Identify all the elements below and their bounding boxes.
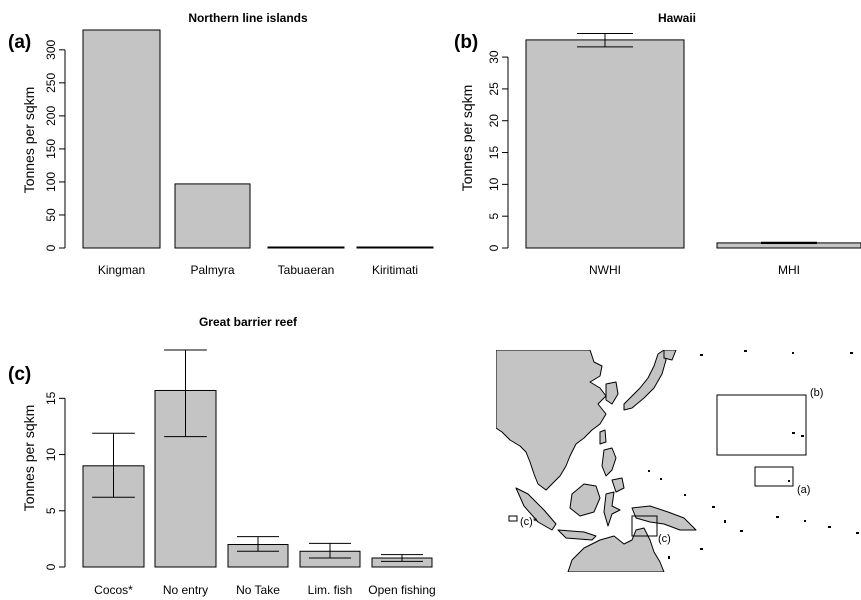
panel-a-title: Northern line islands [188, 11, 308, 25]
panel-b-category-label-1: MHI [778, 263, 800, 277]
panel-a-bar-2 [267, 246, 345, 249]
panel-c-ytick-label-1: 5 [44, 507, 58, 514]
panel-b-ytick-label-3: 15 [487, 146, 501, 160]
panel-a-category-label-0: Kingman [98, 263, 145, 277]
panel-c-category-label-2: No Take [236, 583, 280, 597]
panel-b-hawaii: Hawaii (b) Tonnes per sqkm 0 5 10 15 20 25 30 N… [454, 11, 861, 277]
panel-a-category-label-3: Kiritimati [372, 263, 418, 277]
panel-a-category-label-2: Tabuaeran [278, 263, 335, 277]
panel-b-title: Hawaii [658, 11, 696, 25]
panel-c-letter: (c) [8, 364, 31, 385]
panel-a-bar-1 [174, 183, 251, 249]
map-box-c [631, 515, 658, 537]
panel-c-great-barrier-reef: Great barrier reef (c) Tonnes per sqkm 0… [8, 315, 436, 597]
land-taiwan [599, 429, 607, 445]
land-mindanao [611, 477, 625, 493]
map-label-b: (b) [810, 387, 823, 399]
land-japan [623, 350, 667, 411]
map-box-cocos [508, 515, 518, 522]
land-philippines [601, 447, 617, 477]
panel-b-ytick-label-0: 0 [487, 244, 501, 251]
panel-c-title: Great barrier reef [199, 315, 298, 329]
land-korea [605, 381, 619, 405]
panel-c-ytick-label-0: 0 [44, 563, 58, 570]
panel-a-ytick-label-5: 250 [44, 73, 58, 93]
panel-a-ytick-label-2: 100 [44, 172, 58, 192]
panel-a-ytick-label-4: 200 [44, 106, 58, 126]
panel-c-category-label-1: No entry [163, 583, 208, 597]
panel-b-ytick-label-6: 30 [487, 50, 501, 64]
panel-a-bar-3 [356, 246, 434, 249]
panel-c-ytick-label-2: 10 [44, 448, 58, 462]
panel-b-ytick-label-2: 10 [487, 177, 501, 191]
land-australia [567, 527, 665, 572]
land-asia [496, 350, 607, 491]
panel-b-letter: (b) [454, 32, 478, 53]
panel-a-ytick-label-6: 300 [44, 39, 58, 59]
panel-a-ytick-label-0: 0 [44, 244, 58, 251]
panel-a-category-label-1: Palmyra [190, 263, 234, 277]
panel-a-letter: (a) [8, 32, 31, 53]
panel-a-ytick-label-1: 50 [44, 208, 58, 222]
land-sulawesi [603, 491, 621, 527]
pacific-map: (b) (a) (c) (c)* [496, 350, 859, 572]
panel-b-ylabel: Tonnes per sqkm [459, 85, 475, 192]
map-box-b [716, 394, 807, 456]
map-label-a: (a) [797, 484, 810, 496]
panel-c-ytick-label-3: 15 [44, 391, 58, 405]
panel-a-ylabel: Tonnes per sqkm [21, 87, 37, 194]
panel-c-category-label-4: Open fishing [368, 583, 435, 597]
panel-b-ytick-label-4: 20 [487, 114, 501, 128]
map-small-islands [648, 350, 859, 559]
panel-b-category-label-0: NWHI [589, 263, 621, 277]
panel-a-bar-0 [82, 29, 161, 249]
panel-a-ytick-label-3: 150 [44, 139, 58, 159]
panel-a-northern-line-islands: Northern line islands (a) Tonnes per sqk… [8, 11, 434, 277]
panel-c-ylabel: Tonnes per sqkm [21, 405, 37, 512]
map-label-c: (c) [658, 533, 671, 545]
panel-b-ytick-label-5: 25 [487, 82, 501, 96]
map-box-a [754, 466, 794, 487]
panel-c-category-label-3: Lim. fish [308, 583, 353, 597]
land-java [557, 529, 597, 541]
land-new-guinea [631, 505, 697, 531]
land-borneo [569, 483, 601, 517]
land-hokkaido [663, 350, 677, 361]
map-landmasses [496, 350, 859, 572]
land-sumatra [515, 487, 557, 531]
map-label-cocos: (c)* [520, 516, 538, 528]
panel-b-bar-0 [525, 39, 685, 249]
panel-c-category-label-0: Cocos* [94, 583, 133, 597]
panel-b-ytick-label-1: 5 [487, 213, 501, 220]
